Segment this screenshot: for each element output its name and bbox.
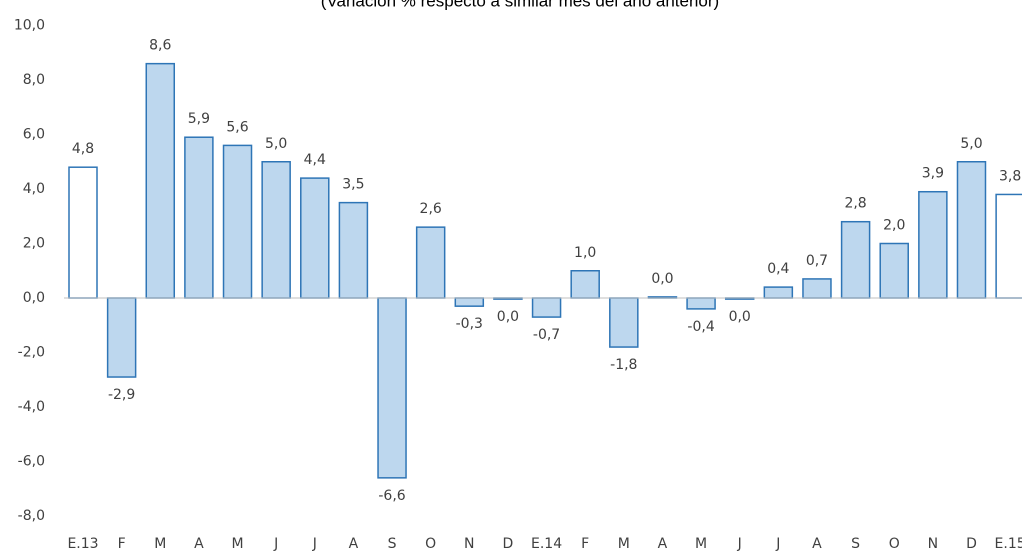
x-tick-label: M xyxy=(618,536,630,552)
y-tick-label: 6,0 xyxy=(23,127,45,143)
value-label: 0,7 xyxy=(806,253,828,269)
x-tick-label: E.13 xyxy=(67,536,98,552)
x-tick-label: N xyxy=(464,536,474,552)
x-tick-label: E.15 xyxy=(995,536,1022,552)
bar xyxy=(377,297,407,479)
value-label: 0,0 xyxy=(497,309,519,325)
x-tick-label: J xyxy=(737,536,742,552)
x-tick-label: D xyxy=(966,536,977,552)
value-label: -1,8 xyxy=(610,357,637,373)
bar xyxy=(338,201,369,299)
value-label: 3,5 xyxy=(342,177,364,193)
x-tick-label: A xyxy=(194,536,204,552)
x-tick-label: E.14 xyxy=(531,536,562,552)
x-tick-label: O xyxy=(425,536,436,552)
bar xyxy=(68,166,98,299)
x-tick-label: F xyxy=(581,536,589,552)
value-label: 8,6 xyxy=(149,38,171,54)
bar xyxy=(995,193,1022,299)
bar xyxy=(918,190,948,299)
bar xyxy=(184,136,214,299)
bar xyxy=(570,270,600,299)
x-tick-label: D xyxy=(503,536,514,552)
x-tick-label: S xyxy=(851,536,860,552)
y-tick-label: 2,0 xyxy=(23,236,45,252)
bar xyxy=(454,297,485,307)
value-label: -0,3 xyxy=(456,316,483,332)
value-label: 0,0 xyxy=(651,271,673,287)
value-label: -2,9 xyxy=(108,387,135,403)
x-tick-label: S xyxy=(388,536,397,552)
value-label: 5,6 xyxy=(226,119,248,135)
value-label: 5,0 xyxy=(960,136,982,152)
bar xyxy=(261,161,291,299)
y-tick-label: 4,0 xyxy=(23,181,45,197)
value-label: 2,6 xyxy=(420,201,442,217)
x-tick-label: N xyxy=(928,536,938,552)
x-tick-label: F xyxy=(118,536,126,552)
x-tick-label: M xyxy=(695,536,707,552)
bar xyxy=(686,297,716,310)
bar xyxy=(840,220,871,299)
value-label: 3,8 xyxy=(999,168,1021,184)
bar xyxy=(763,286,794,299)
x-tick-label: M xyxy=(231,536,243,552)
bar xyxy=(145,62,176,299)
y-tick-label: -2,0 xyxy=(18,345,45,361)
bar xyxy=(531,297,562,318)
bar xyxy=(609,297,639,348)
x-tick-label: O xyxy=(889,536,900,552)
y-tick-label: 10,0 xyxy=(14,18,45,34)
bar xyxy=(222,144,253,299)
x-tick-label: A xyxy=(349,536,359,552)
chart-subtitle: (Variación % respecto a similar mes del … xyxy=(321,0,719,10)
bar xyxy=(879,242,909,299)
y-tick-label: -6,0 xyxy=(18,454,45,470)
value-label: -0,4 xyxy=(687,319,714,335)
bar xyxy=(802,278,832,299)
x-tick-label: A xyxy=(658,536,668,552)
value-label: 2,8 xyxy=(844,196,866,212)
y-tick-label: -4,0 xyxy=(18,399,45,415)
value-label: 3,9 xyxy=(922,166,944,182)
x-tick-label: J xyxy=(273,536,278,552)
value-label: -0,7 xyxy=(533,327,560,343)
x-tick-label: J xyxy=(312,536,317,552)
y-tick-label: 0,0 xyxy=(23,290,45,306)
x-tick-label: M xyxy=(154,536,166,552)
bar xyxy=(106,297,137,378)
y-tick-label: 8,0 xyxy=(23,72,45,88)
value-label: 4,8 xyxy=(72,141,94,157)
value-label: 5,0 xyxy=(265,136,287,152)
value-label: 0,0 xyxy=(729,309,751,325)
bar xyxy=(300,177,330,299)
x-tick-label: A xyxy=(812,536,822,552)
value-label: 1,0 xyxy=(574,245,596,261)
value-label: 0,4 xyxy=(767,261,789,277)
value-label: -6,6 xyxy=(378,488,405,504)
value-label: 5,9 xyxy=(188,111,210,127)
bar xyxy=(415,226,446,299)
x-tick-label: J xyxy=(775,536,780,552)
y-tick-label: -8,0 xyxy=(18,508,45,524)
value-label: 4,4 xyxy=(304,152,326,168)
bar xyxy=(956,161,987,299)
value-label: 2,0 xyxy=(883,218,905,234)
